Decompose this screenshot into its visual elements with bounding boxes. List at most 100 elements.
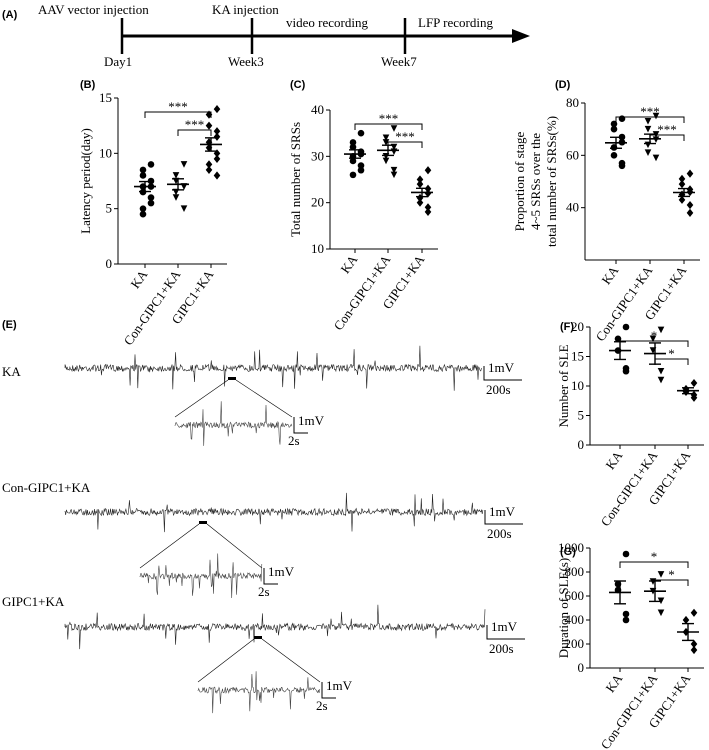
scale-label: 200s <box>486 382 511 397</box>
scale-label: 1mV <box>268 564 295 579</box>
scale-bar <box>484 510 523 525</box>
data-point <box>657 326 665 334</box>
y-axis-label: 4~5 SRSs over the <box>528 133 543 230</box>
data-point <box>349 171 357 179</box>
data-point <box>213 104 221 114</box>
timeline-time: Week7 <box>381 54 417 69</box>
y-tick-label: 600 <box>565 588 585 603</box>
data-point <box>622 616 630 624</box>
data-point <box>357 129 365 137</box>
y-tick-label: 0 <box>106 256 113 271</box>
significance-label: *** <box>168 99 188 114</box>
y-tick-label: 200 <box>565 636 585 651</box>
data-point <box>424 189 432 198</box>
significance-label: * <box>668 567 675 582</box>
y-tick-label: 30 <box>311 148 324 163</box>
zoom-marker <box>254 636 262 639</box>
timeline-arrow <box>512 29 530 43</box>
zoom-line <box>235 379 293 418</box>
data-point <box>349 157 357 165</box>
zoom-line <box>206 523 263 569</box>
significance-label: *** <box>379 111 399 126</box>
data-point <box>678 195 686 204</box>
scale-label: 1mV <box>488 360 515 375</box>
y-tick-label: 20 <box>311 195 324 210</box>
zoom-marker <box>199 521 207 524</box>
significance-label: * <box>651 328 658 343</box>
data-point <box>618 162 626 170</box>
y-axis-label: Latency period(day) <box>78 128 93 234</box>
y-tick-label: 800 <box>565 564 585 579</box>
x-tick-label: KA <box>602 671 625 695</box>
panel-label: (E) <box>2 319 17 331</box>
data-point <box>657 571 665 578</box>
y-tick-label: 20 <box>571 319 584 334</box>
significance-bracket <box>615 116 685 123</box>
data-point <box>424 166 432 175</box>
dot-plot: (D) 40 60 80 Proportion of stage 4~5 SRSs ove… <box>512 79 700 344</box>
data-point <box>622 367 630 375</box>
data-point <box>622 550 630 558</box>
eeg-trace <box>64 604 486 650</box>
data-point <box>678 180 686 189</box>
significance-label: *** <box>657 122 677 137</box>
data-point <box>690 639 698 649</box>
significance-bracket <box>177 129 212 136</box>
y-tick-label: 40 <box>566 200 579 215</box>
scale-label: 1mV <box>491 619 518 634</box>
timeline-event: AAV vector injection <box>38 2 149 17</box>
scale-bar <box>483 366 522 381</box>
y-axis-label: Duration of SLE(s) <box>556 558 571 658</box>
data-point <box>390 125 398 132</box>
scale-label: 2s <box>288 433 300 448</box>
x-tick-label: KA <box>337 252 360 276</box>
zoom-line <box>174 379 229 418</box>
y-tick-label: 40 <box>311 102 324 117</box>
scale-label: 2s <box>316 698 328 713</box>
data-point <box>690 378 698 388</box>
significance-bracket <box>649 134 685 141</box>
data-point <box>172 194 180 201</box>
y-tick-label: 0 <box>578 660 585 675</box>
y-axis-label: Total number of SRSs <box>288 122 303 237</box>
data-point <box>690 608 698 617</box>
data-point <box>147 194 155 201</box>
y-tick-label: 15 <box>571 349 584 364</box>
scale-label: 2s <box>258 584 270 599</box>
timeline-event: KA injection <box>212 2 279 17</box>
trace-label: GIPC1+KA <box>2 594 65 609</box>
panel-label: (F) <box>560 321 574 333</box>
data-point <box>139 210 147 218</box>
significance-bracket <box>354 123 423 130</box>
data-point <box>357 166 365 174</box>
data-point <box>205 121 213 130</box>
eeg-zoom <box>174 401 293 446</box>
scale-bar <box>321 682 336 699</box>
data-point <box>622 610 630 618</box>
x-tick-label: KA <box>598 263 621 287</box>
data-point <box>205 165 213 175</box>
data-point <box>213 154 221 163</box>
significance-bracket <box>619 340 689 347</box>
y-axis-label: Number of SLE <box>556 344 571 427</box>
data-point <box>139 205 147 212</box>
data-point <box>424 207 432 217</box>
eeg-zoom <box>197 671 321 714</box>
data-point <box>644 149 652 157</box>
zoom-line <box>261 638 321 683</box>
y-tick-label: 10 <box>311 241 324 256</box>
traces: KA 1mV 200s 1mV 2s Con-GIPC1+KA 1mV 200s 1mV 2s GI… <box>2 345 525 714</box>
panel-label: (C) <box>290 79 306 91</box>
data-point <box>390 171 398 179</box>
data-point <box>614 335 622 343</box>
data-point <box>180 161 188 168</box>
data-point <box>172 172 180 179</box>
y-axis-label: total number of SRSs(%) <box>544 116 559 247</box>
data-point <box>686 208 694 217</box>
data-point <box>678 190 686 199</box>
scale-bar <box>263 568 278 585</box>
trace-label: Con-GIPC1+KA <box>2 480 91 495</box>
y-tick-label: 15 <box>99 90 112 105</box>
data-point <box>382 134 390 142</box>
